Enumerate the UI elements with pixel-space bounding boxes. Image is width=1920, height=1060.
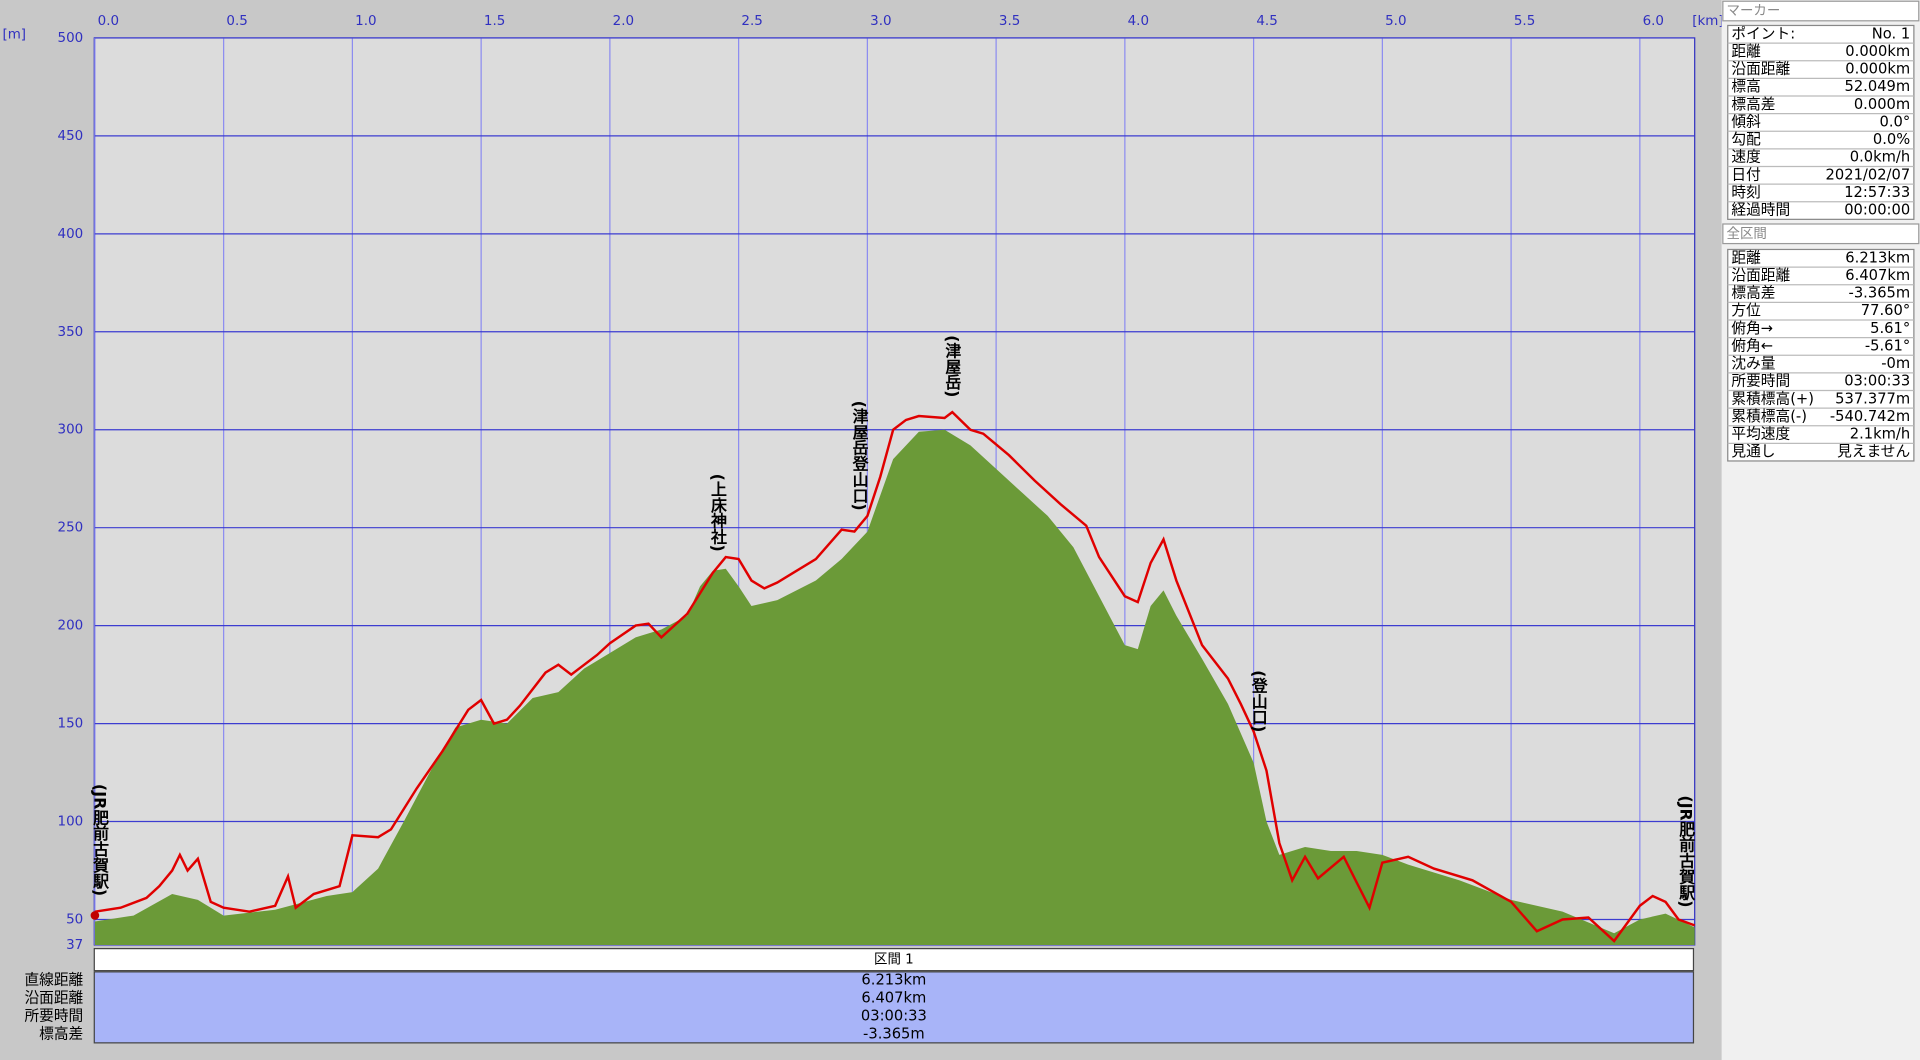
x-tick-label: 0.5 [226,14,247,29]
panel-row-label: 勾配 [1731,131,1761,148]
x-tick-label: 4.5 [1256,14,1277,29]
panel-row-label: 距離 [1731,43,1761,60]
marker-point [90,911,100,920]
x-tick-label: 2.0 [613,14,634,29]
panel-row-value: 537.377m [1835,390,1910,407]
panel-row-value: -540.742m [1830,408,1910,425]
y-tick-label: 100 [58,815,84,830]
y-axis-label: [m] [2,27,26,42]
panel-row-value: 0.000km [1845,43,1910,60]
y-tick-label: 50 [66,912,83,927]
panel-row-value: 0.0° [1879,113,1910,130]
waypoint-label: (上床神社) [709,474,728,552]
x-tick-label: 3.0 [870,14,891,29]
panel-row-label: 時刻 [1731,184,1760,201]
panel-row-label: 沿面距離 [1731,61,1790,78]
section-header-cell [93,948,1695,972]
panel-row-value: 12:57:33 [1844,184,1910,201]
x-tick-label: 2.5 [741,14,762,29]
panel-row-value: 03:00:33 [1844,373,1910,390]
section-row-label: 直線距離 [24,971,83,988]
waypoint-label: (津屋岳登山口) [850,401,869,511]
panel-row-value: 6.213km [1845,249,1910,266]
y-tick-label: 200 [58,619,84,634]
panel-row-label: 俯角→ [1731,320,1773,337]
panel-row-label: 所要時間 [1731,373,1790,390]
section-panel-header [1722,223,1920,245]
panel-row-value: -5.61° [1865,337,1910,354]
panel-row-label: 日付 [1731,166,1761,183]
x-tick-label: 0.0 [98,14,119,29]
panel-row-value: 2021/02/07 [1826,166,1911,183]
panel-row-value: 6.407km [1845,267,1910,284]
panel-row-value: 0.000m [1854,96,1910,113]
panel-row-value: -0m [1881,355,1910,372]
section-row-label: 沿面距離 [24,989,83,1006]
track-line [94,410,1696,943]
section-row-value: 6.407km [861,989,926,1006]
panel-row-label: 見通し [1731,443,1775,460]
waypoint-label: (登山口) [1249,670,1268,732]
x-tick-label: 4.0 [1128,14,1149,29]
panel-row-label: 標高差 [1731,285,1775,302]
panel-row-value: 77.60° [1861,302,1910,319]
panel-row-value: -3.365m [1849,285,1911,302]
y-tick-label: 37 [66,938,83,953]
x-axis-label: [km] [1692,14,1723,29]
panel-row-label: 平均速度 [1731,426,1790,443]
panel-row-label: 累積標高(+) [1731,390,1814,407]
waypoint-label: (津屋岳) [943,335,962,397]
panel-row-value: 見えません [1837,443,1910,460]
panel-row-label: 傾斜 [1731,113,1761,130]
section-row-value: -3.365m [863,1025,925,1042]
section-row-label: 所要時間 [24,1007,83,1024]
section-row-value: 6.213km [861,971,926,988]
x-tick-label: 6.0 [1643,14,1664,29]
x-tick-label: 5.5 [1514,14,1535,29]
panel-row-label: 経過時間 [1731,202,1790,219]
panel-row-value: 0.0km/h [1850,149,1910,166]
panel-row-value: 52.049m [1844,78,1910,95]
y-tick-label: 500 [58,31,84,46]
panel-row-label: 沿面距離 [1731,267,1790,284]
section-row-label: 標高差 [39,1025,83,1042]
panel-table [1727,24,1915,220]
panel-row-value: 5.61° [1870,320,1910,337]
panel-row-label: 標高 [1731,78,1760,95]
panel-row-value: No. 1 [1872,25,1910,42]
panel-row-value: 2.1km/h [1850,426,1910,443]
waypoint-label: (JR肥前古賀駅) [91,784,110,896]
panel-row-label: 速度 [1731,149,1761,166]
panel-row-label: 沈み量 [1731,355,1775,372]
panel-row-label: 方位 [1731,302,1761,319]
panel-row-value: 0.0% [1873,131,1910,148]
x-tick-label: 5.0 [1385,14,1406,29]
y-tick-label: 450 [58,129,84,144]
waypoint-label: (JR肥前古賀駅) [1677,795,1696,907]
x-tick-label: 1.0 [355,14,376,29]
terrain-area [94,429,1695,945]
panel-row-label: 標高差 [1731,96,1775,113]
section-panel-title: 全区間 [1727,226,1767,242]
x-tick-label: 1.5 [484,14,505,29]
panel-row-label: ポイント: [1731,25,1795,42]
x-tick-label: 3.5 [999,14,1020,29]
y-tick-label: 400 [58,227,84,242]
section-body [93,971,1695,1044]
panel-row-label: 俯角← [1731,337,1773,354]
section-header: 区間 1 [874,953,914,968]
marker-panel-header [1722,0,1920,22]
panel-row-label: 累積標高(-) [1731,408,1807,425]
marker-panel-title: マーカー [1727,4,1781,19]
panel-row-value: 00:00:00 [1844,202,1910,219]
y-tick-label: 350 [58,325,84,340]
y-tick-label: 150 [58,717,84,732]
y-tick-label: 250 [58,521,84,536]
section-row-value: 03:00:33 [861,1007,927,1024]
panel-row-label: 距離 [1731,249,1761,266]
y-tick-label: 300 [58,423,84,438]
panel-row-value: 0.000km [1845,61,1910,78]
